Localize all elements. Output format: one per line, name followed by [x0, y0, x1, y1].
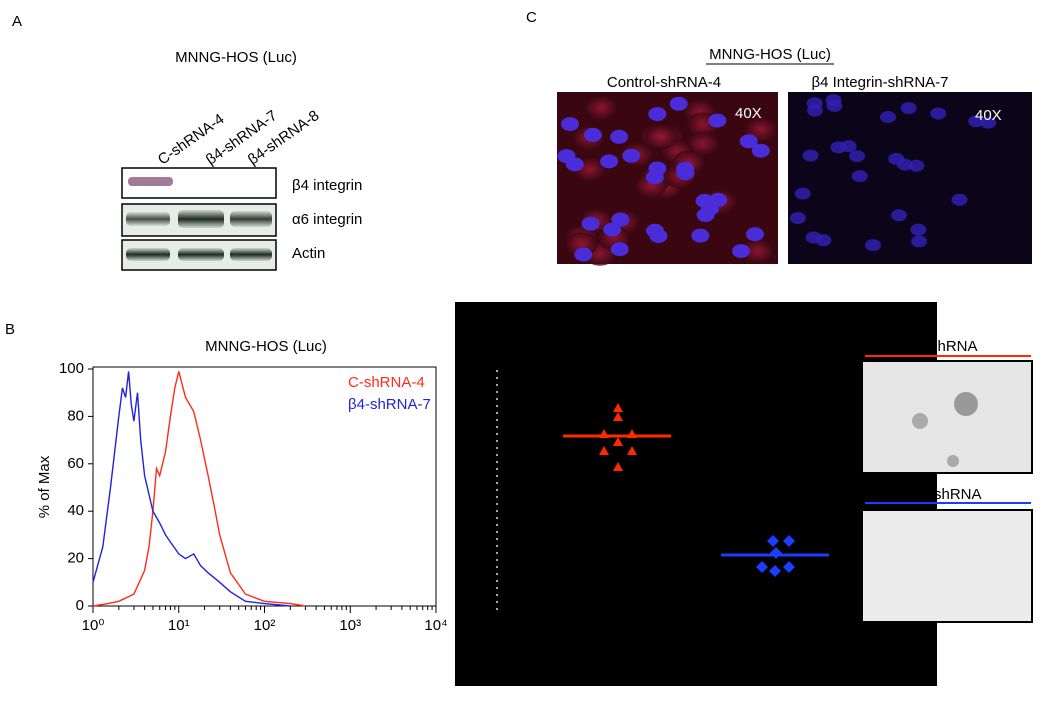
- nucleus: [739, 134, 758, 149]
- nucleus: [802, 149, 819, 162]
- nucleus: [731, 244, 750, 259]
- nucleus: [603, 222, 622, 237]
- cell-body: [585, 95, 618, 120]
- nucleus: [700, 201, 719, 216]
- cell-body: [686, 131, 719, 156]
- band-label: Actin: [292, 245, 325, 262]
- nucleus: [581, 216, 600, 231]
- x-tick-label: 10²: [254, 617, 276, 634]
- magnification: 40X: [975, 107, 1002, 124]
- colony-image: [861, 360, 1033, 474]
- series-line: [92, 371, 306, 607]
- nucleus: [600, 154, 619, 169]
- nucleus: [851, 170, 868, 183]
- band-label: β4 integrin: [292, 177, 362, 194]
- nucleus: [676, 166, 695, 181]
- nucleus: [622, 148, 641, 163]
- diamonds: [756, 535, 795, 577]
- nucleus: [888, 152, 905, 165]
- chart-title: MNNG-HOS (Luc): [205, 338, 327, 355]
- panel-label: A: [12, 13, 22, 30]
- y-tick-label: 20: [67, 550, 84, 567]
- cell-body: [645, 124, 678, 149]
- nucleus: [648, 107, 667, 122]
- x-tick-label: 10⁰: [82, 617, 105, 634]
- colony: [947, 455, 959, 467]
- nucleus: [879, 111, 896, 124]
- nucleus: [890, 209, 907, 222]
- y-tick-label: 100: [59, 360, 84, 377]
- nucleus: [980, 116, 997, 129]
- nucleus: [865, 239, 882, 252]
- image-title: shRNA: [930, 338, 978, 355]
- nucleus: [930, 107, 947, 120]
- blot-box: [121, 167, 277, 199]
- legend-entry: β4-shRNA-7: [348, 396, 431, 413]
- colony-image: [861, 509, 1033, 623]
- nucleus: [908, 159, 925, 172]
- micrograph-label: Control-shRNA-4: [607, 74, 721, 91]
- nucleus: [691, 228, 710, 243]
- y-axis-label: % of Max: [36, 455, 53, 518]
- nucleus: [951, 193, 968, 206]
- nucleus: [648, 161, 667, 176]
- blot-band: [126, 248, 170, 261]
- nucleus: [610, 242, 629, 257]
- nucleus: [794, 187, 811, 200]
- band-label: α6 integrin: [292, 211, 362, 228]
- magnification: 40X: [735, 105, 762, 122]
- blot-band: [230, 211, 272, 227]
- nucleus: [911, 235, 928, 248]
- nucleus: [561, 117, 580, 132]
- nucleus: [649, 229, 668, 244]
- blot-band: [178, 248, 224, 261]
- nucleus: [574, 247, 593, 262]
- blot-band: [230, 248, 272, 261]
- plot: 0 20 40 60 80 100 10⁰ 10¹ 10² 10³ 10⁴ C-shRNA-4 β4-s…: [59, 360, 448, 634]
- blot-band: [178, 210, 224, 228]
- nucleus: [830, 141, 847, 154]
- nucleus: [708, 113, 727, 128]
- micrograph-title: MNNG-HOS (Luc): [709, 46, 831, 63]
- y-tick-label: 80: [67, 407, 84, 424]
- blot-band: [128, 177, 173, 186]
- legend-entry: C-shRNA-4: [348, 374, 425, 391]
- cell-body: [741, 239, 774, 264]
- nucleus: [910, 223, 927, 236]
- triangles: [599, 403, 637, 471]
- nucleus: [557, 149, 576, 164]
- nucleus: [669, 96, 688, 111]
- nucleus: [849, 150, 866, 163]
- cells: [557, 94, 997, 266]
- y-tick-label: 60: [67, 455, 84, 472]
- nucleus: [610, 129, 629, 144]
- nucleus: [746, 227, 765, 242]
- x-tick-label: 10³: [339, 617, 361, 634]
- nucleus: [825, 94, 842, 107]
- nucleus: [611, 212, 630, 227]
- nucleus: [806, 104, 823, 117]
- nucleus: [583, 127, 602, 142]
- image-title: shRNA: [934, 486, 982, 503]
- panel-label: C: [526, 9, 537, 26]
- panel-label: B: [5, 321, 15, 338]
- dot-plot-panel: [455, 302, 937, 686]
- blot-band: [126, 212, 170, 226]
- series-line: [92, 371, 291, 607]
- x-tick-label: 10¹: [168, 617, 190, 634]
- colony: [912, 413, 928, 429]
- nucleus: [900, 102, 917, 115]
- micrograph-label: β4 Integrin-shRNA-7: [811, 74, 948, 91]
- nucleus: [789, 211, 806, 224]
- nucleus: [815, 234, 832, 247]
- y-tick-label: 0: [76, 597, 84, 614]
- nucleus: [968, 115, 985, 128]
- nucleus: [751, 143, 770, 158]
- colony: [954, 392, 978, 416]
- blot-title: MNNG-HOS (Luc): [175, 49, 297, 66]
- x-tick-label: 10⁴: [424, 617, 447, 634]
- y-tick-label: 40: [67, 502, 84, 519]
